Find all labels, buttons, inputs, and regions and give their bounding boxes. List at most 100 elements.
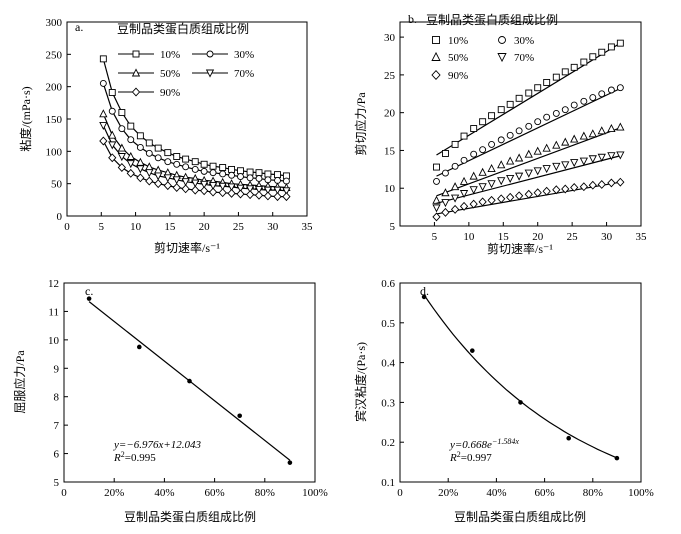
panel-a-point: [246, 174, 254, 182]
panel-a-legend-marker: [131, 87, 141, 97]
panel-b-point: [441, 169, 449, 177]
panel-b-ytick-label: 20: [384, 108, 396, 120]
panel-a-point: [236, 189, 245, 199]
panel-a-point: [227, 188, 236, 198]
panel-a-ytick-label: 250: [46, 49, 63, 61]
panel-b-xtick-label: 20: [532, 231, 544, 243]
panel-c-ytick-label: 12: [48, 278, 59, 290]
panel-b-point: [497, 194, 506, 204]
panel-a-point: [263, 191, 273, 201]
panel-b-point: [588, 155, 597, 164]
panel-b-point: [487, 195, 496, 205]
panel-a-point: [191, 158, 199, 166]
panel-b-point: [533, 167, 542, 176]
panel-b-point: [598, 48, 606, 56]
panel-a-ytick-label: 200: [46, 82, 63, 94]
panel-a-point: [108, 141, 117, 150]
panel-b-point: [460, 132, 468, 140]
panel-b-legend-marker: [498, 36, 506, 44]
panel-c-ytick-label: 6: [54, 449, 60, 461]
panel-c-equation: y=−6.976x+12.043: [113, 439, 202, 451]
panel-d-r2-label: R: [449, 452, 457, 464]
panel-a-ytick-label: 300: [46, 17, 63, 29]
panel-d-point: [518, 400, 523, 405]
panel-b-point: [580, 58, 588, 66]
panel-d-fit-curve: [423, 294, 618, 459]
panel-a-xtick-label: 30: [267, 221, 279, 233]
panel-b-point: [616, 122, 625, 131]
panel-b-point: [432, 204, 441, 213]
panel-a-legend-marker: [131, 68, 141, 77]
panel-b-legend-label: 50%: [448, 52, 468, 64]
panel-c-xlabel: 豆制品类蛋白质组成比例: [124, 509, 256, 524]
panel-b-xtick-label: 25: [567, 231, 579, 243]
panel-b-point: [469, 171, 478, 180]
panel-b-point: [616, 84, 624, 92]
panel-a-point: [127, 136, 135, 144]
panel-a-point: [255, 175, 263, 182]
panel-a-point: [274, 171, 281, 179]
panel-a-point: [182, 155, 190, 163]
panel-c-xtick-label: 100%: [302, 487, 328, 499]
panel-a-point: [208, 187, 218, 197]
panel-b-point: [588, 180, 597, 190]
panel-d-letter: d.: [420, 284, 429, 298]
panel-b-point: [580, 97, 588, 105]
panel-d-frame: [399, 282, 642, 483]
panel-c-letter: c.: [85, 284, 93, 298]
panel-c-ylabel: 屈服应力/Pa: [12, 350, 27, 414]
panel-a-xtick-label: 10: [130, 221, 142, 233]
panel-b-ytick-label: 5: [390, 221, 396, 233]
panel-a-point: [145, 169, 154, 178]
panel-c-r2-value: =0.995: [125, 452, 156, 464]
panel-a-point: [273, 186, 282, 195]
panel-b-point: [534, 84, 542, 92]
panel-a-xtick-label: 25: [233, 221, 245, 233]
panel-a-letter: a.: [75, 20, 83, 34]
panel-b-point: [497, 177, 506, 186]
panel-a-point: [126, 151, 135, 160]
panel-a-point: [117, 163, 126, 172]
panel-a-point: [191, 185, 200, 195]
panel-a-point: [254, 190, 264, 200]
panel-a-ytick-label: 50: [51, 179, 63, 191]
panel-b-point: [450, 182, 460, 191]
panel-d-ytick-label: 0.2: [381, 437, 395, 449]
panel-a-point: [227, 183, 236, 192]
panel-a-legend-marker: [206, 50, 214, 58]
panel-a-point: [200, 186, 209, 196]
panel-b-point: [561, 137, 570, 146]
panel-b-xtick-label: 10: [463, 231, 475, 243]
panel-a-point: [145, 162, 154, 171]
panel-d-ytick-label: 0.5: [381, 318, 395, 330]
panel-b-point: [524, 149, 533, 158]
panel-a-legend-title: 豆制品类蛋白质组成比例: [117, 21, 249, 36]
panel-b-xlabel: 剪切速率/s⁻¹: [487, 241, 553, 256]
panel-b-point: [579, 182, 588, 192]
panel-b-point: [524, 189, 533, 199]
panel-a-xlabel: 剪切速率/s⁻¹: [154, 240, 220, 255]
panel-b-point: [479, 146, 487, 154]
panel-b-point: [607, 123, 616, 132]
panel-c-point: [187, 378, 192, 384]
panel-b-point: [441, 188, 450, 197]
panel-a-point: [273, 192, 282, 202]
panel-b-legend-marker: [432, 36, 440, 44]
panel-b-ytick-label: 10: [384, 183, 396, 195]
panel-b-point: [487, 163, 496, 173]
panel-b-legend-title: 豆制品类蛋白质组成比例: [426, 12, 558, 27]
panel-b-point: [479, 118, 487, 126]
panel-b-point: [570, 134, 579, 143]
panel-b-point: [450, 204, 460, 214]
panel-a-point: [219, 164, 227, 171]
panel-b-legend-label: 90%: [448, 70, 468, 82]
panel-d: d. 豆制品类蛋白质组成比例 宾汉粘度/(Pa·s) y=0.668e−1.58…: [353, 278, 654, 524]
panel-b-point: [525, 122, 533, 130]
panel-a-point: [208, 182, 218, 191]
panel-a-legend-label: 30%: [234, 49, 254, 61]
panel-a-point: [218, 182, 227, 191]
panel-d-equation-main: y=0.668e: [449, 439, 492, 451]
panel-b-point: [506, 156, 515, 165]
panel-a-point: [228, 171, 236, 179]
panel-c-r2: R2=0.995: [113, 450, 156, 465]
